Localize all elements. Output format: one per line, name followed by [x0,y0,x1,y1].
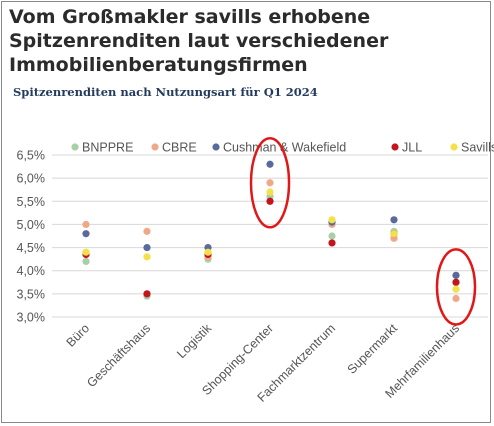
point-jll-geschäftshaus [143,290,151,298]
legend-marker-cushman-wakefield [212,143,220,151]
y-tick-label: 5,5% [17,195,46,209]
figure-title: Vom Großmakler savills erhobene Spitzenr… [9,5,479,77]
y-tick-label: 3,5% [17,287,46,301]
point-savills-fachmarktzentrum [328,216,336,224]
point-bnppre-fachmarktzentrum [328,232,336,240]
x-tick-label-geschäftshaus: Geschäftshaus [84,321,153,390]
point-cushman-wakefield-mehrfamilienhaus [452,271,460,279]
legend-label-cbre: CBRE [162,141,197,155]
title-line-2: Spitzenrenditen laut verschiedener [9,30,389,52]
point-savills-mehrfamilienhaus [452,285,460,293]
point-cbre-mehrfamilienhaus [452,294,460,303]
y-tick-label: 3,0% [17,311,46,325]
x-tick-label-logistik: Logistik [174,321,214,361]
title-line-3: Immobilienberatungsfirmen [9,54,308,76]
y-axis-ticks: 3,0% 3,5% 4,0% 4,5% 5,0% 5,5% 6,0% 6,5% [17,149,46,325]
legend-label-jll: JLL [402,141,422,155]
highlight-ring-mehrfamilienhaus [435,248,477,326]
legend-marker-jll [391,143,399,151]
point-cushman-wakefield-büro [82,230,90,238]
legend: BNPPRE CBRE Cushman & Wakefield JLL Savills [71,141,494,155]
point-cushman-wakefield-supermarkt [390,216,398,224]
title-line-1: Vom Großmakler savills erhobene [9,6,371,28]
x-tick-label-büro: Büro [64,321,93,350]
point-jll-shopping-center [266,197,274,205]
y-tick-label: 4,5% [17,241,46,255]
point-cushman-wakefield-geschäftshaus [143,243,151,252]
point-savills-geschäftshaus [143,253,151,261]
point-savills-shopping-center [266,188,274,196]
legend-label-bnppre: BNPPRE [82,141,133,155]
point-cbre-büro [82,220,90,229]
legend-marker-bnppre [71,143,79,151]
point-savills-büro [82,248,90,256]
y-tick-label: 6,5% [17,149,46,163]
point-jll-fachmarktzentrum [328,239,336,247]
point-cbre-shopping-center [266,179,274,187]
legend-marker-savills [450,143,458,151]
data-points [82,160,460,303]
chart-title: Spitzenrenditen nach Nutzungsart für Q1 … [13,85,318,99]
highlight-ring-shopping-center [249,137,291,229]
y-tick-label: 6,0% [17,172,46,186]
highlight-rings [249,137,477,326]
point-cbre-geschäftshaus [143,227,151,235]
legend-label-savills: Savills [461,141,494,155]
point-cushman-wakefield-shopping-center [266,160,274,168]
point-savills-supermarkt [390,230,398,238]
y-tick-label: 4,0% [17,264,46,278]
point-savills-logistik [204,248,212,256]
legend-marker-cbre [151,143,159,151]
point-bnppre-büro [82,257,90,266]
point-jll-mehrfamilienhaus [452,278,460,286]
legend-label-cushman-wakefield: Cushman & Wakefield [223,141,346,155]
x-tick-label-supermarkt: Supermarkt [345,321,401,377]
y-tick-label: 5,0% [17,218,46,232]
